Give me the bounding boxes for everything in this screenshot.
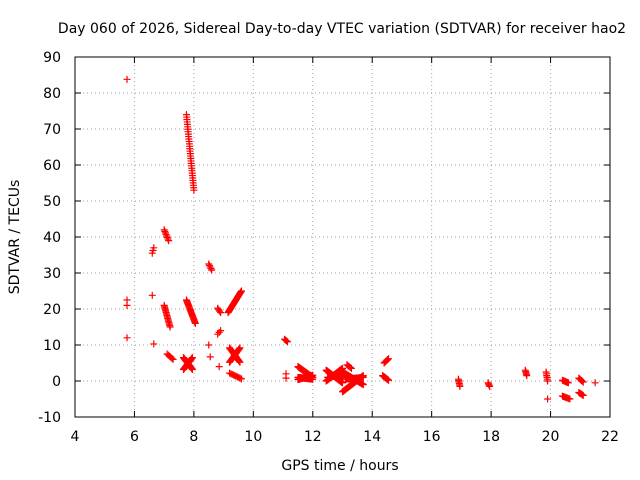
- data-point: [486, 382, 494, 390]
- x-tick-label: 6: [130, 429, 139, 445]
- y-tick-label: 0: [52, 374, 61, 390]
- x-tick-label: 12: [304, 429, 322, 445]
- data-point: [283, 337, 291, 345]
- data-point: [544, 377, 552, 385]
- data-point: [163, 232, 171, 240]
- y-tick-label: 90: [43, 50, 61, 66]
- data-point: [215, 328, 223, 336]
- data-point: [164, 235, 172, 243]
- x-tick-label: 8: [189, 429, 198, 445]
- data-point: [591, 379, 599, 387]
- data-point: [165, 237, 173, 245]
- data-point: [579, 391, 587, 399]
- data-point: [123, 296, 131, 304]
- data-point: [160, 226, 168, 234]
- y-tick-label: 80: [43, 86, 61, 102]
- data-point: [523, 372, 531, 380]
- data-point: [123, 75, 131, 83]
- data-point: [237, 375, 245, 383]
- data-point: [215, 363, 223, 371]
- data-point: [217, 309, 225, 317]
- data-point: [578, 377, 586, 385]
- data-point: [163, 234, 171, 242]
- x-tick-label: 22: [601, 429, 619, 445]
- data-point: [284, 338, 292, 346]
- data-point: [205, 341, 213, 349]
- data-point: [456, 382, 464, 390]
- data-point: [384, 356, 392, 364]
- data-point: [566, 395, 574, 403]
- data-point: [166, 323, 174, 331]
- grid-lines: [75, 57, 610, 417]
- y-tick-label: 20: [43, 302, 61, 318]
- data-point: [161, 227, 169, 235]
- y-tick-label: 50: [43, 194, 61, 210]
- data-point: [359, 381, 367, 389]
- data-point: [236, 374, 244, 382]
- x-tick-label: 20: [542, 429, 560, 445]
- data-point: [385, 376, 393, 384]
- x-tick-labels: 4 6 8 10 12 14 16 18 20 22: [71, 429, 619, 445]
- data-point: [208, 266, 216, 274]
- data-point: [236, 344, 244, 352]
- data-point: [205, 262, 213, 270]
- data-point: [207, 265, 215, 273]
- y-tick-labels: -10 0 10 20 30 40 50 60 70 80 90: [38, 50, 61, 426]
- x-tick-label: 18: [482, 429, 500, 445]
- data-point: [347, 364, 355, 372]
- axis-ticks: [74, 56, 611, 418]
- data-point: [190, 186, 198, 194]
- y-tick-label: 70: [43, 122, 61, 138]
- data-point: [188, 365, 196, 373]
- chart-title: Day 060 of 2026, Sidereal Day-to-day VTE…: [58, 21, 626, 37]
- x-tick-label: 14: [363, 429, 381, 445]
- x-axis-label: GPS time / hours: [281, 458, 398, 474]
- x-tick-label: 16: [423, 429, 441, 445]
- y-tick-label: 60: [43, 158, 61, 174]
- data-point: [123, 334, 131, 342]
- x-tick-label: 4: [71, 429, 80, 445]
- data-point: [169, 355, 177, 363]
- data-point: [339, 379, 346, 387]
- data-point: [359, 373, 367, 381]
- data-point: [205, 260, 213, 268]
- data-point: [150, 244, 158, 252]
- data-point: [217, 327, 225, 335]
- data-point: [206, 263, 214, 271]
- data-point: [309, 371, 317, 379]
- data-point: [544, 395, 552, 403]
- y-tick-label: 10: [43, 338, 61, 354]
- y-tick-label: 40: [43, 230, 61, 246]
- data-point: [237, 287, 245, 295]
- data-point: [235, 345, 243, 353]
- data-point: [150, 340, 158, 348]
- data-point: [385, 355, 393, 363]
- x-tick-label: 10: [244, 429, 262, 445]
- y-tick-label: -10: [38, 410, 61, 426]
- data-point: [191, 319, 199, 327]
- data-point: [216, 307, 224, 315]
- data-point: [188, 354, 196, 362]
- data-points: [123, 75, 599, 403]
- data-point: [148, 291, 156, 299]
- data-point: [236, 358, 244, 366]
- data-point: [161, 229, 169, 237]
- data-point: [579, 378, 587, 386]
- data-point: [168, 354, 176, 362]
- y-axis-label: SDTVAR / TECUs: [7, 180, 23, 295]
- data-point: [564, 379, 572, 387]
- data-point: [282, 374, 290, 382]
- data-point: [206, 353, 214, 361]
- data-point: [235, 357, 243, 365]
- data-point: [346, 364, 354, 371]
- data-point: [162, 230, 170, 238]
- y-tick-label: 30: [43, 266, 61, 282]
